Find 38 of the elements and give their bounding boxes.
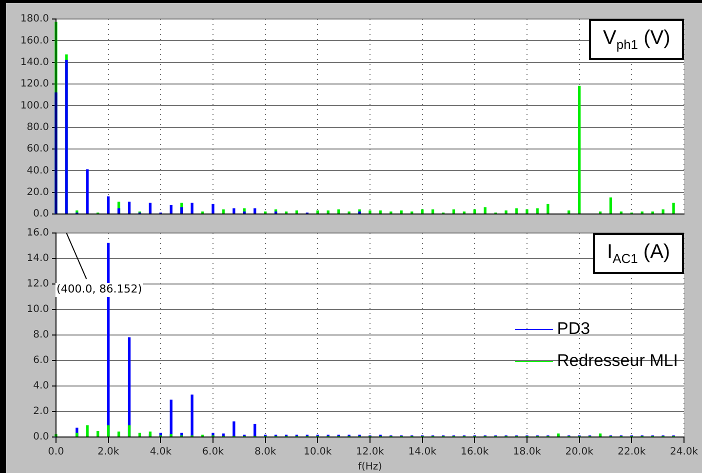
legend-label: PD3 — [557, 319, 590, 339]
y-tick-label: 0.0 — [33, 432, 49, 443]
x-tick-label: 4.0k — [150, 446, 172, 458]
x-tick-label: 0.0 — [48, 446, 64, 458]
x-tick-label: 18.0k — [512, 446, 542, 458]
x-tick-label: 6.0k — [202, 446, 224, 458]
y-tick-label: 120.0 — [20, 78, 49, 90]
y-tick-label: 160.0 — [20, 35, 49, 46]
y-tick-label: 80.0 — [26, 122, 49, 133]
y-tick-label: 12.0 — [26, 278, 49, 290]
x-tick-label: 10.0k — [304, 446, 332, 458]
x-tick-label: 2.0k — [97, 446, 120, 458]
y-tick-label: 20.0 — [26, 186, 49, 198]
y-tick-label: 4.0 — [33, 380, 49, 392]
y-tick-label: 100.0 — [20, 100, 49, 112]
y-tick-label: 8.0 — [33, 330, 49, 341]
y-tick-label: 180.0 — [20, 14, 49, 25]
y-tick-label: 60.0 — [26, 144, 49, 155]
x-tick-label: 14.0k — [408, 446, 437, 458]
x-tick-label: 20.0k — [565, 446, 594, 458]
x-tick-label: 12.0k — [356, 446, 384, 458]
y-tick-label: 14.0 — [26, 253, 49, 264]
text: I$_{AC1}$ (A) — [593, 233, 684, 274]
annotation: (400.0, 86.152) — [56, 282, 142, 296]
y-tick-label: 140.0 — [20, 56, 49, 68]
x-tick-label: 8.0k — [254, 446, 276, 458]
y-tick-label: 16.0 — [26, 228, 49, 239]
y-tick-label: 2.0 — [33, 406, 49, 418]
x-axis-title: f(Hz) — [358, 462, 382, 473]
text: V$_{ph1}$ (V) — [589, 19, 684, 60]
y-tick-label: 10.0 — [26, 304, 49, 316]
x-tick-label: 22.0k — [618, 446, 646, 458]
x-tick-label: 16.0k — [460, 446, 489, 458]
y-tick-label: 0.0 — [33, 208, 49, 220]
y-tick-label: 6.0 — [33, 355, 49, 366]
y-tick-label: 40.0 — [26, 165, 49, 176]
legend-label: Redresseur MLI — [557, 351, 678, 371]
x-tick-label: 24.0k — [670, 446, 698, 458]
